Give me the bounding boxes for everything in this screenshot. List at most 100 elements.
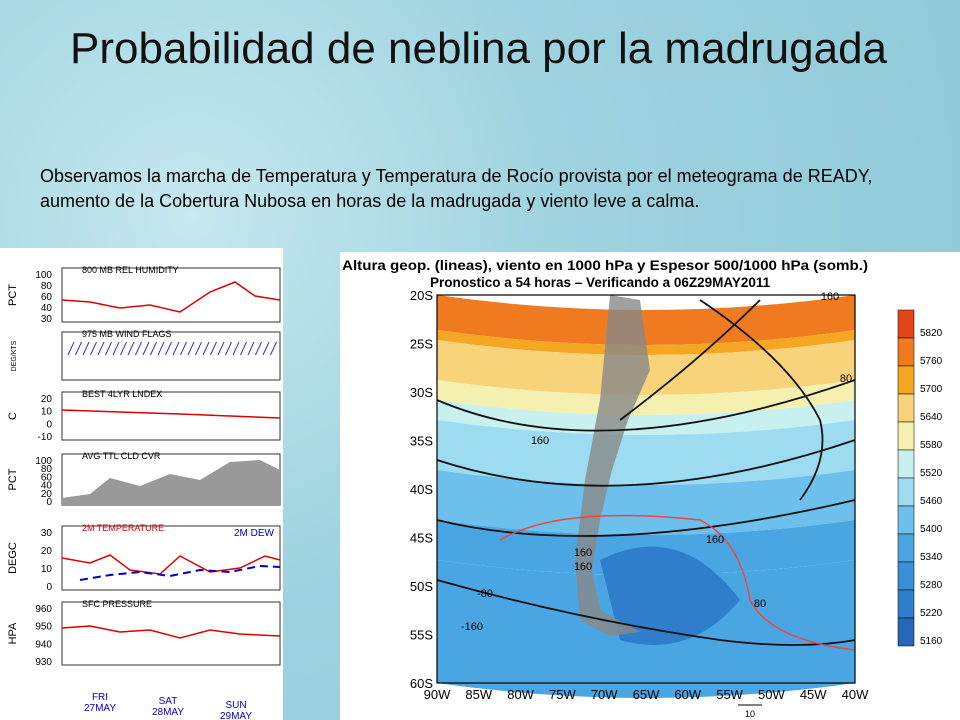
colorbar-cell [897,561,915,591]
colorbar-label: 5640 [920,412,943,423]
wind-flag [75,341,82,356]
colorbar-label: 5400 [920,524,943,535]
panel-unit: PCT [7,284,19,306]
lat-label: 60S [410,676,433,691]
map-title: Pronostico a 54 horas – Verificando a 06… [430,275,771,290]
curve [61,409,281,419]
panel-frame [61,267,281,323]
lat-label: 55S [410,628,433,643]
curve [61,281,281,313]
lon-label: 65W [633,687,660,702]
contour-label: 160 [706,534,724,546]
tick-label: 20 [41,489,53,500]
day-label: SUN [225,700,246,711]
slide-text: Observamos la marcha de Temperatura y Te… [40,166,873,211]
tick-label: 30 [41,314,53,325]
wind-flag [210,341,217,356]
contour [699,299,824,501]
lon-label: 80W [507,687,534,702]
date-label: 28MAY [152,707,184,718]
tick-label: 960 [35,604,52,615]
colorbar-label: 5160 [920,636,943,647]
lat-label: 25S [410,337,433,352]
wind-flag [172,341,180,356]
lat-label: 30S [410,385,433,400]
tick-label: 80 [41,281,53,292]
panel-title: SFC PRESSURE [82,599,152,609]
colorbar-label: 5580 [920,440,943,451]
colorbar-cell [897,533,915,563]
lat-label: 45S [410,531,433,546]
panel-unit: DEG/KTS [11,340,18,371]
map-frame [436,294,856,684]
tick-label: -10 [38,432,53,443]
tick-label: 100 [35,270,52,281]
cloud-area [62,460,280,505]
colorbar-cell [897,617,915,647]
thick-contour [499,514,856,651]
map-shading [436,295,856,698]
lon-label: 75W [549,687,576,702]
colorbar-label: 5760 [920,356,943,367]
map-title: Altura geop. (lineas), viento en 1000 hP… [342,258,868,273]
wind-flag [157,341,165,356]
contour-label: -80 [477,588,493,600]
dew-curve [79,564,281,581]
contour [436,579,856,646]
tick-label: 0 [46,582,52,593]
wind-flag [127,341,135,356]
colorbar-label: 5340 [920,552,943,563]
tick-label: 940 [35,639,52,650]
lon-label: 55W [716,687,743,702]
colorbar-cell [897,365,915,395]
wind-flag [180,341,187,356]
curve [61,625,281,639]
wind-flag [90,341,97,356]
wind-flag [255,341,262,356]
panel-title: AVG TTL CLD CVR [82,451,161,461]
lon-label: 50W [758,687,785,702]
wind-flag [97,341,105,356]
wind-flag [247,341,255,356]
colorbar-label: 5700 [920,384,943,395]
tick-label: 40 [41,481,53,492]
colorbar-label: 5820 [920,328,943,339]
contour [436,439,856,487]
wind-flag [262,341,270,356]
colorbar-label: 5460 [920,496,943,507]
day-label: FRI [92,692,108,703]
colorbar-label: 5280 [920,580,943,591]
lon-label: 60W [674,687,701,702]
wind-flag [67,341,75,356]
colorbar-cell [897,449,915,479]
date-label: 27MAY [84,703,116,714]
shade-band [437,400,855,435]
wind-flag [187,341,195,356]
contour [436,379,856,432]
wind-flag [120,341,127,356]
contour [619,299,761,421]
tick-label: 0 [46,497,52,508]
tick-label: 20 [41,394,53,405]
colorbar-cell [897,589,915,619]
day-label: SAT [159,696,178,707]
wind-flag [82,341,90,356]
wind-flag [202,341,210,356]
contour-label: 160 [531,435,549,447]
contour-label: 160 [574,547,592,559]
contour [436,499,856,537]
contour-label: -160 [461,621,483,633]
contour-label: 160 [574,561,592,573]
curve [61,554,281,575]
lon-label: 70W [591,687,618,702]
lat-label: 40S [410,482,433,497]
panel-unit: HPA [7,622,19,644]
tick-label: 30 [41,528,53,539]
wind-flag [135,341,142,356]
contour-label: 80 [840,373,852,385]
colorbar-cell [897,393,915,423]
slide-title: Probabilidad de neblina por la madrugada [70,24,888,73]
